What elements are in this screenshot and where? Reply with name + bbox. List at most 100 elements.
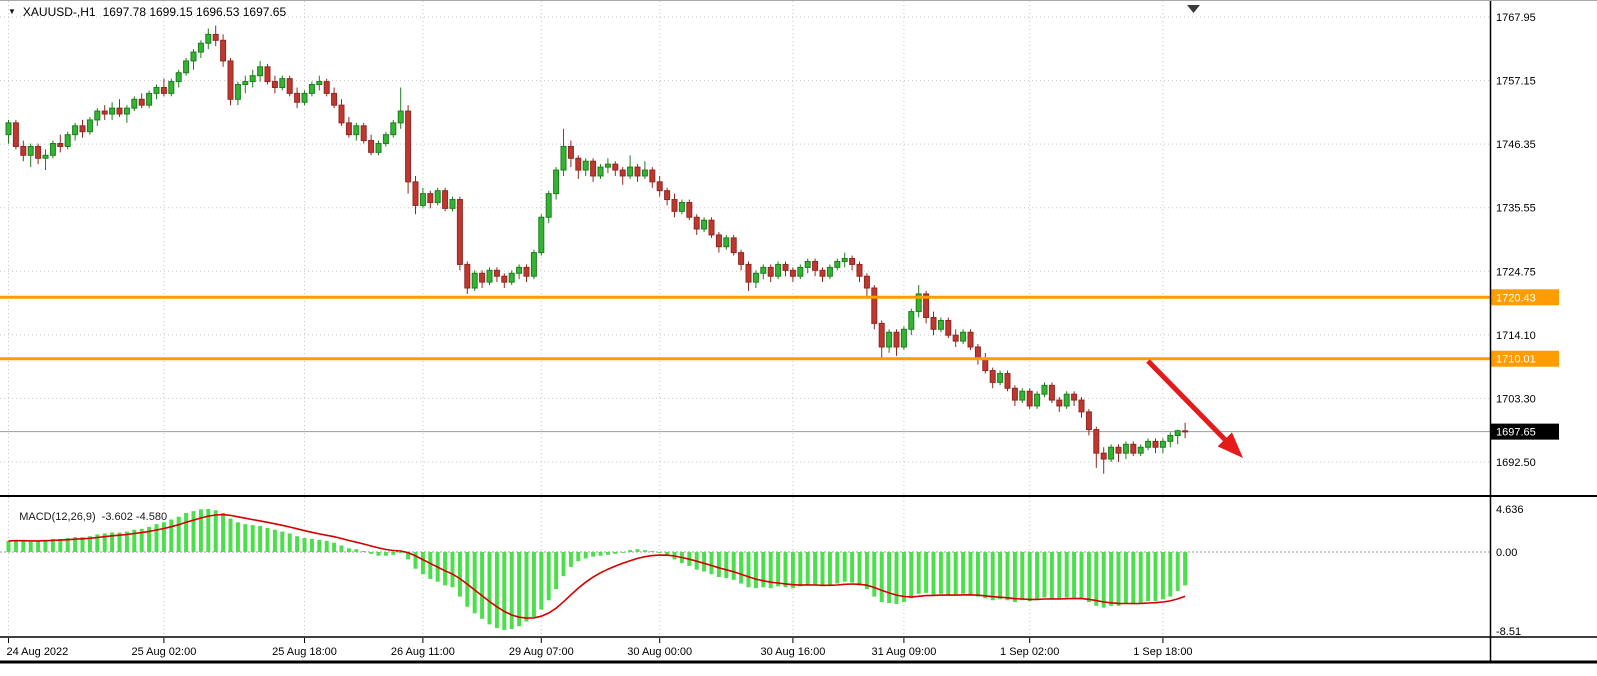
candle-body <box>286 78 293 94</box>
candle-body <box>789 269 796 277</box>
candle-body <box>693 216 700 230</box>
ohlc-values-label: 1697.78 1699.15 1696.53 1697.65 <box>102 5 287 19</box>
macd-histogram-bar <box>509 552 514 630</box>
trend-arrow-head[interactable] <box>1217 432 1243 458</box>
macd-histogram-bar <box>1086 552 1091 603</box>
candle-body <box>486 269 493 283</box>
macd-histogram-bar <box>354 549 359 552</box>
candle-body <box>116 107 123 115</box>
macd-histogram-bar <box>398 552 403 553</box>
macd-histogram-bar <box>879 552 884 603</box>
candle-body <box>1041 384 1048 395</box>
macd-histogram-bar <box>894 552 899 604</box>
candle-body <box>35 145 42 159</box>
macd-histogram-bar <box>287 533 292 552</box>
candle-body <box>493 269 500 277</box>
macd-histogram-bar <box>457 552 462 597</box>
candle-body <box>331 92 338 106</box>
macd-histogram-bar <box>250 525 255 552</box>
candle-body <box>123 107 130 115</box>
macd-histogram-bar <box>820 552 825 587</box>
macd-histogram-bar <box>102 533 107 552</box>
candle-body <box>1019 390 1026 401</box>
candle-body <box>131 98 138 109</box>
macd-histogram-bar <box>938 552 943 594</box>
candle-body <box>86 119 93 133</box>
macd-histogram-bar <box>576 552 581 562</box>
candle-body <box>738 252 745 265</box>
candle-body <box>109 107 116 115</box>
candle-body <box>508 272 515 283</box>
macd-histogram-bar <box>1042 552 1047 598</box>
macd-histogram-bar <box>1079 552 1084 600</box>
candle-body <box>449 199 456 209</box>
macd-histogram-bar <box>665 552 670 556</box>
macd-histogram-bar <box>317 539 322 552</box>
candle-body <box>937 319 944 330</box>
macd-histogram-bar <box>494 552 499 629</box>
candle-body <box>49 143 56 156</box>
candle-body <box>960 331 967 342</box>
candle-body <box>1108 446 1115 460</box>
macd-histogram-bar <box>406 552 411 560</box>
candle-body <box>197 42 204 53</box>
macd-histogram-bar <box>827 552 832 586</box>
macd-histogram-bar <box>850 552 855 583</box>
macd-histogram-bar <box>746 552 751 588</box>
candle-body <box>1137 446 1144 454</box>
candle-body <box>294 92 301 103</box>
candle-body <box>257 66 264 77</box>
macd-histogram-bar <box>80 537 85 552</box>
macd-histogram-bar <box>561 552 566 577</box>
price-tick-label: 1746.35 <box>1496 139 1536 151</box>
candle-body <box>1004 373 1011 389</box>
candle-body <box>849 258 856 265</box>
macd-histogram-bar <box>1138 552 1143 604</box>
candle-body <box>338 104 345 124</box>
candle-body <box>701 219 708 230</box>
candle-body <box>390 122 397 136</box>
macd-histogram-bar <box>58 539 63 552</box>
candle-body <box>530 252 537 277</box>
candle-body <box>760 266 767 274</box>
candle-body <box>234 84 241 100</box>
time-tick-label: 25 Aug 18:00 <box>272 646 337 658</box>
macd-histogram-bar <box>191 511 196 552</box>
macd-histogram-bar <box>443 552 448 586</box>
macd-histogram-bar <box>1175 552 1180 591</box>
candle-body <box>323 81 330 94</box>
candle-body <box>1182 430 1189 433</box>
candle-body <box>915 293 922 313</box>
candle-body <box>538 216 545 254</box>
candle-body <box>989 370 996 383</box>
candle-body <box>442 190 449 209</box>
level-price-tag-label: 1710.01 <box>1496 354 1536 366</box>
candle-body <box>94 110 101 121</box>
trend-arrow-shaft[interactable] <box>1146 359 1231 445</box>
macd-histogram-bar <box>1183 552 1188 586</box>
macd-histogram-bar <box>716 552 721 578</box>
macd-histogram-bar <box>1012 552 1017 603</box>
candle-body <box>930 317 937 330</box>
macd-histogram-bar <box>783 552 788 588</box>
macd-histogram-bar <box>872 552 877 597</box>
candle-body <box>212 33 219 41</box>
chart-shift-marker[interactable] <box>1187 5 1200 13</box>
candle-body <box>1174 430 1181 436</box>
macd-histogram-bar <box>724 552 729 578</box>
candle-body <box>175 72 182 83</box>
price-tick-label: 1692.50 <box>1496 457 1536 469</box>
symbol-dropdown-icon[interactable]: ▼ <box>8 7 16 16</box>
macd-histogram-bar <box>1027 552 1032 602</box>
chart-header: ▼ XAUUSD-,H1 1697.78 1699.15 1696.53 169… <box>8 4 286 20</box>
candle-body <box>1034 393 1041 407</box>
candle-body <box>952 334 959 342</box>
macd-histogram-bar <box>642 550 647 552</box>
candle-body <box>456 199 463 265</box>
macd-histogram-bar <box>73 537 78 552</box>
candle-body <box>974 346 981 360</box>
macd-histogram-bar <box>857 552 862 586</box>
candle-body <box>908 311 915 330</box>
candle-body <box>464 263 471 289</box>
